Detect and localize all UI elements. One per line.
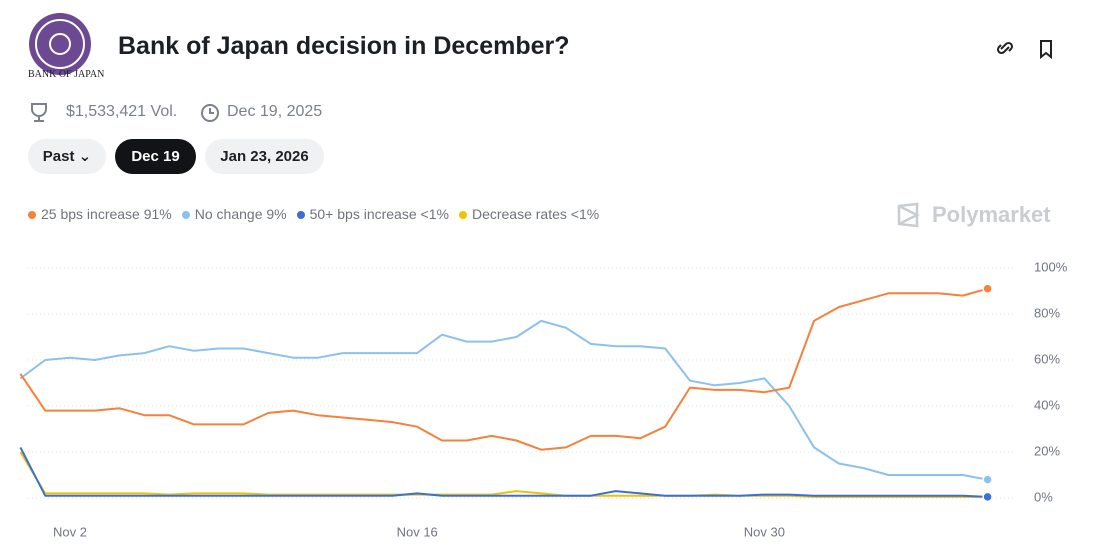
legend-value: 9% xyxy=(266,206,287,222)
y-tick-label: 80% xyxy=(1034,305,1060,320)
x-tick-label: Nov 16 xyxy=(397,524,438,539)
actions[interactable] xyxy=(996,38,1060,60)
legend: 25 bps increase 91% No change 9% 50+ bps i… xyxy=(28,206,599,222)
x-tick-label: Nov 30 xyxy=(744,524,785,539)
x-tick-label: Nov 2 xyxy=(53,524,87,539)
y-tick-label: 20% xyxy=(1034,443,1060,458)
legend-dot xyxy=(296,211,305,219)
watermark-icon xyxy=(897,202,920,228)
y-tick-label: 0% xyxy=(1034,489,1053,504)
y-tick-label: 60% xyxy=(1034,351,1060,366)
volume: $1,533,421 Vol. xyxy=(66,103,178,120)
series-line xyxy=(19,446,988,498)
end-point xyxy=(982,283,993,294)
legend-dot xyxy=(181,211,190,219)
tab-label: Past xyxy=(42,148,75,165)
legend-value: 91% xyxy=(143,206,172,222)
legend-item: 50+ bps increase <1% xyxy=(296,206,449,222)
legend-name: No change xyxy=(194,206,263,222)
meta-icons xyxy=(31,103,219,122)
legend-value: <1% xyxy=(420,206,449,222)
legend-dot xyxy=(28,211,36,219)
end-point xyxy=(982,474,993,485)
y-tick-label: 100% xyxy=(1034,259,1068,274)
tab[interactable]: Dec 19 xyxy=(115,139,196,174)
tab[interactable]: Jan 23, 2026 xyxy=(205,139,324,174)
logo xyxy=(29,13,91,75)
legend-value: <1% xyxy=(570,206,600,222)
watermark: Polymarket xyxy=(932,202,1051,227)
legend-item: No change 9% xyxy=(181,206,287,222)
series-line xyxy=(19,287,988,451)
legend-name: 25 bps increase xyxy=(41,206,140,222)
y-tick-label: 40% xyxy=(1034,397,1060,412)
series-line xyxy=(19,451,988,498)
legend-name: Decrease rates xyxy=(471,206,567,222)
legend-item: 25 bps increase 91% xyxy=(28,206,172,222)
legend-item: Decrease rates <1% xyxy=(458,206,600,222)
legend-name: 50+ bps increase xyxy=(309,206,417,222)
tab[interactable]: Past ⌄ xyxy=(28,139,106,174)
end-point xyxy=(982,491,993,503)
title: Bank of Japan decision in December? xyxy=(118,32,570,60)
series-line xyxy=(19,319,988,481)
logo-text: BANK OF JAPAN xyxy=(28,69,105,80)
legend-dot xyxy=(458,211,467,219)
end-date: Dec 19, 2025 xyxy=(227,103,323,120)
